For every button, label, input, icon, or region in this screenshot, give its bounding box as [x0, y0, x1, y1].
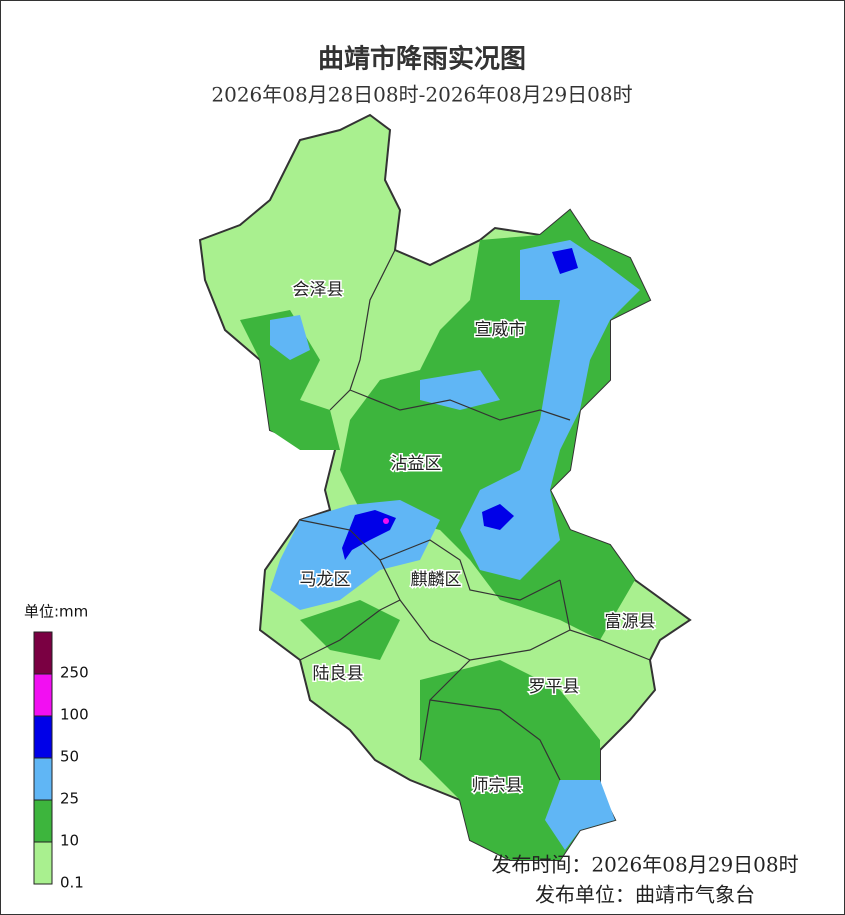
region-label: 宣威市 [475, 320, 526, 340]
rain-area [270, 500, 440, 610]
issuer: 发布单位：曲靖市气象台 [535, 883, 755, 907]
legend-swatch [33, 673, 53, 717]
legend-swatch [33, 715, 53, 759]
rain-area [383, 518, 389, 524]
legend-label: 250 [60, 664, 89, 682]
county-borders [299, 249, 651, 781]
region-label: 师宗县 [472, 776, 523, 796]
region-label: 富源县 [605, 612, 656, 632]
legend-swatch [33, 841, 53, 885]
legend-swatch [33, 631, 53, 675]
map-title: 曲靖市降雨实况图 [318, 44, 526, 75]
region-label: 罗平县 [529, 677, 580, 697]
legend-label: 10 [60, 832, 79, 850]
rain-area [240, 310, 340, 450]
rain-area [460, 240, 640, 580]
legend-label: 50 [60, 748, 79, 766]
rain-area [545, 780, 615, 850]
region-label: 麒麟区 [411, 570, 462, 590]
legend-label: 25 [60, 790, 79, 808]
region-label: 会泽县 [293, 280, 344, 300]
rain-area [300, 600, 400, 660]
issue-time: 发布时间：2026年08月29日08时 [491, 853, 798, 877]
rain-area [342, 510, 396, 560]
rain-area [420, 370, 500, 410]
region-label: 沾益区 [391, 454, 442, 474]
map [198, 113, 692, 861]
rain-area [270, 315, 310, 360]
legend-label: 0.1 [60, 874, 84, 892]
rain-area [552, 248, 578, 274]
map-subtitle: 2026年08月28日08时-2026年08月29日08时 [211, 83, 632, 107]
legend: 0.1 10 25 50 100 250 [33, 631, 89, 892]
region-label: 陆良县 [313, 664, 364, 684]
region-label: 马龙区 [300, 570, 351, 590]
legend-unit: 单位:mm [24, 603, 88, 621]
legend-swatch [33, 757, 53, 801]
legend-label: 100 [60, 706, 89, 724]
rain-area [482, 504, 514, 530]
legend-swatch [33, 799, 53, 843]
